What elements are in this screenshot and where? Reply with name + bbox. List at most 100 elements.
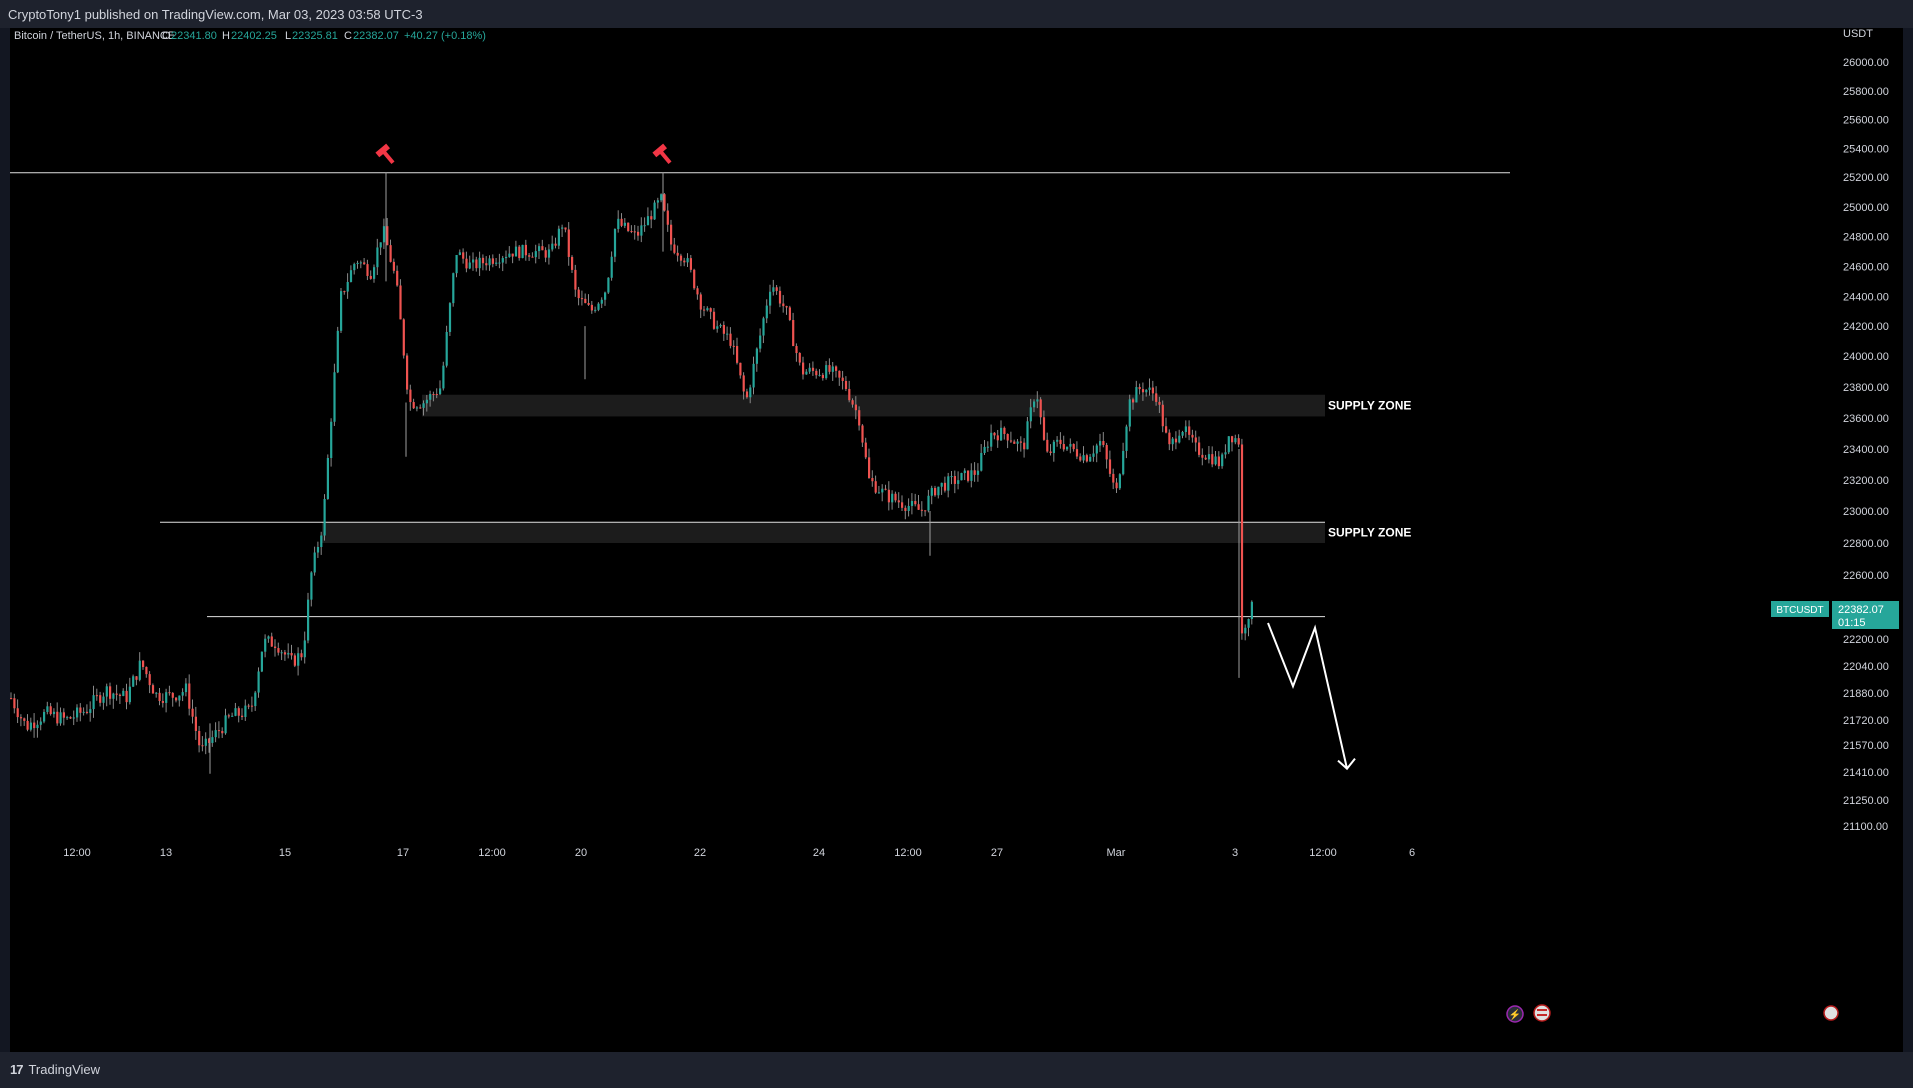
candle-body <box>914 501 917 505</box>
chart-area[interactable]: SUPPLY ZONE SUPPLY ZONE Bitcoin / TetherU… <box>10 28 1903 1052</box>
candle-body <box>1217 456 1220 467</box>
candle-body <box>706 308 709 311</box>
candle-body <box>498 262 501 264</box>
candle-body <box>462 252 465 259</box>
candle-body <box>1079 456 1082 461</box>
hammer-handle <box>382 150 395 165</box>
low-label: L <box>285 30 291 42</box>
candle-body <box>66 717 69 719</box>
y-tick-label: 25400.00 <box>1843 143 1889 155</box>
candle-body <box>432 393 435 395</box>
candle-body <box>617 218 620 229</box>
y-tick-label: 21410.00 <box>1843 767 1889 779</box>
candle-body <box>1122 450 1125 475</box>
candle-body <box>1033 401 1036 408</box>
candle-body <box>607 277 610 293</box>
candle-body <box>1006 433 1009 441</box>
publisher-bar: CryptoTony1 published on TradingView.com… <box>0 0 1913 28</box>
y-tick-label: 23800.00 <box>1843 382 1889 394</box>
candle-body <box>379 242 382 248</box>
candle-body <box>19 717 23 719</box>
candle-body <box>208 738 211 743</box>
countdown-text: 01:15 <box>1838 617 1866 629</box>
candle-body <box>1145 389 1148 393</box>
y-tick-label: 23400.00 <box>1843 444 1889 456</box>
x-tick-label: 12:00 <box>894 847 922 859</box>
candle-body <box>274 646 277 649</box>
candle-body <box>244 705 247 717</box>
tradingview-logo[interactable]: 17 TradingView <box>10 1062 100 1077</box>
x-tick-label: 22 <box>694 847 706 859</box>
candle-body <box>198 730 201 746</box>
candle-body <box>1112 473 1115 483</box>
candle-body <box>76 707 79 718</box>
candle-body <box>128 686 131 703</box>
top-markers <box>375 143 672 165</box>
candle-body <box>402 319 405 356</box>
candle-body <box>943 482 947 491</box>
candle-body <box>1085 455 1088 462</box>
candle-body <box>600 299 603 304</box>
y-tick-label: 24000.00 <box>1843 351 1889 363</box>
candle-body <box>844 380 848 389</box>
candle-body <box>168 692 171 694</box>
x-tick-label: 13 <box>160 847 172 859</box>
candle-body <box>547 249 551 258</box>
candle-body <box>491 258 494 264</box>
candle-body <box>1089 456 1092 462</box>
candle-body <box>894 493 897 501</box>
candle-body <box>1224 452 1227 455</box>
candle-body <box>234 708 237 716</box>
candle-body <box>1059 439 1062 445</box>
time-axis[interactable]: 12:00 13 15 17 12:00 20 22 24 12:00 27 Mar 3 12:00 6 <box>63 847 1415 859</box>
candle-body <box>1247 619 1250 628</box>
horizontal-levels <box>10 172 1510 618</box>
high-value: 22402.25 <box>231 30 277 42</box>
candle-body <box>897 500 900 503</box>
y-tick-label: 26000.00 <box>1843 57 1889 69</box>
candle-body <box>409 389 412 403</box>
candle-body <box>1198 442 1201 455</box>
candle-body <box>353 264 356 271</box>
event-icons[interactable]: ⚡ <box>1506 1004 1839 1023</box>
ticker-box <box>1771 601 1829 617</box>
candle-body <box>217 730 221 732</box>
candle-body <box>178 695 181 701</box>
us-flag-icon-axis[interactable] <box>1823 1005 1839 1021</box>
price-chart[interactable]: SUPPLY ZONE SUPPLY ZONE Bitcoin / TetherU… <box>10 28 1903 1052</box>
candle-body <box>551 243 554 250</box>
candle-body <box>851 400 854 405</box>
us-flag-icon[interactable] <box>1533 1004 1551 1022</box>
candle-body <box>775 287 778 291</box>
candle-body <box>686 258 689 263</box>
candle-body <box>307 599 310 641</box>
candle-body <box>963 470 966 474</box>
candle-body <box>590 304 593 311</box>
candle-body <box>181 692 184 696</box>
candle-body <box>406 355 409 390</box>
candle-body <box>745 391 749 398</box>
candle-body <box>864 442 867 458</box>
x-tick-label: 6 <box>1409 847 1415 859</box>
candle-body <box>142 660 145 667</box>
candle-body <box>623 222 626 226</box>
y-tick-label: 22600.00 <box>1843 570 1889 582</box>
supply-zone-label: SUPPLY ZONE <box>1328 399 1411 413</box>
candle-body <box>439 388 442 395</box>
lightning-icon[interactable] <box>1506 1005 1524 1023</box>
supply-zone-box <box>422 394 1325 417</box>
price-axis[interactable]: 26000.00 25800.00 25600.00 25400.00 25200.00… <box>1843 57 1889 833</box>
candle-body <box>640 225 643 236</box>
candle-body <box>1108 459 1112 474</box>
candle-body <box>666 210 669 225</box>
candle-body <box>861 425 864 443</box>
candle-body <box>1026 421 1029 450</box>
candle-body <box>92 695 95 710</box>
candle-body <box>241 715 244 717</box>
y-tick-label: 21250.00 <box>1843 795 1889 807</box>
candle-body <box>571 256 574 270</box>
candle-body <box>769 291 772 306</box>
candle-body <box>495 262 498 264</box>
candle-body <box>442 365 445 389</box>
y-tick-label: 22040.00 <box>1843 661 1889 673</box>
